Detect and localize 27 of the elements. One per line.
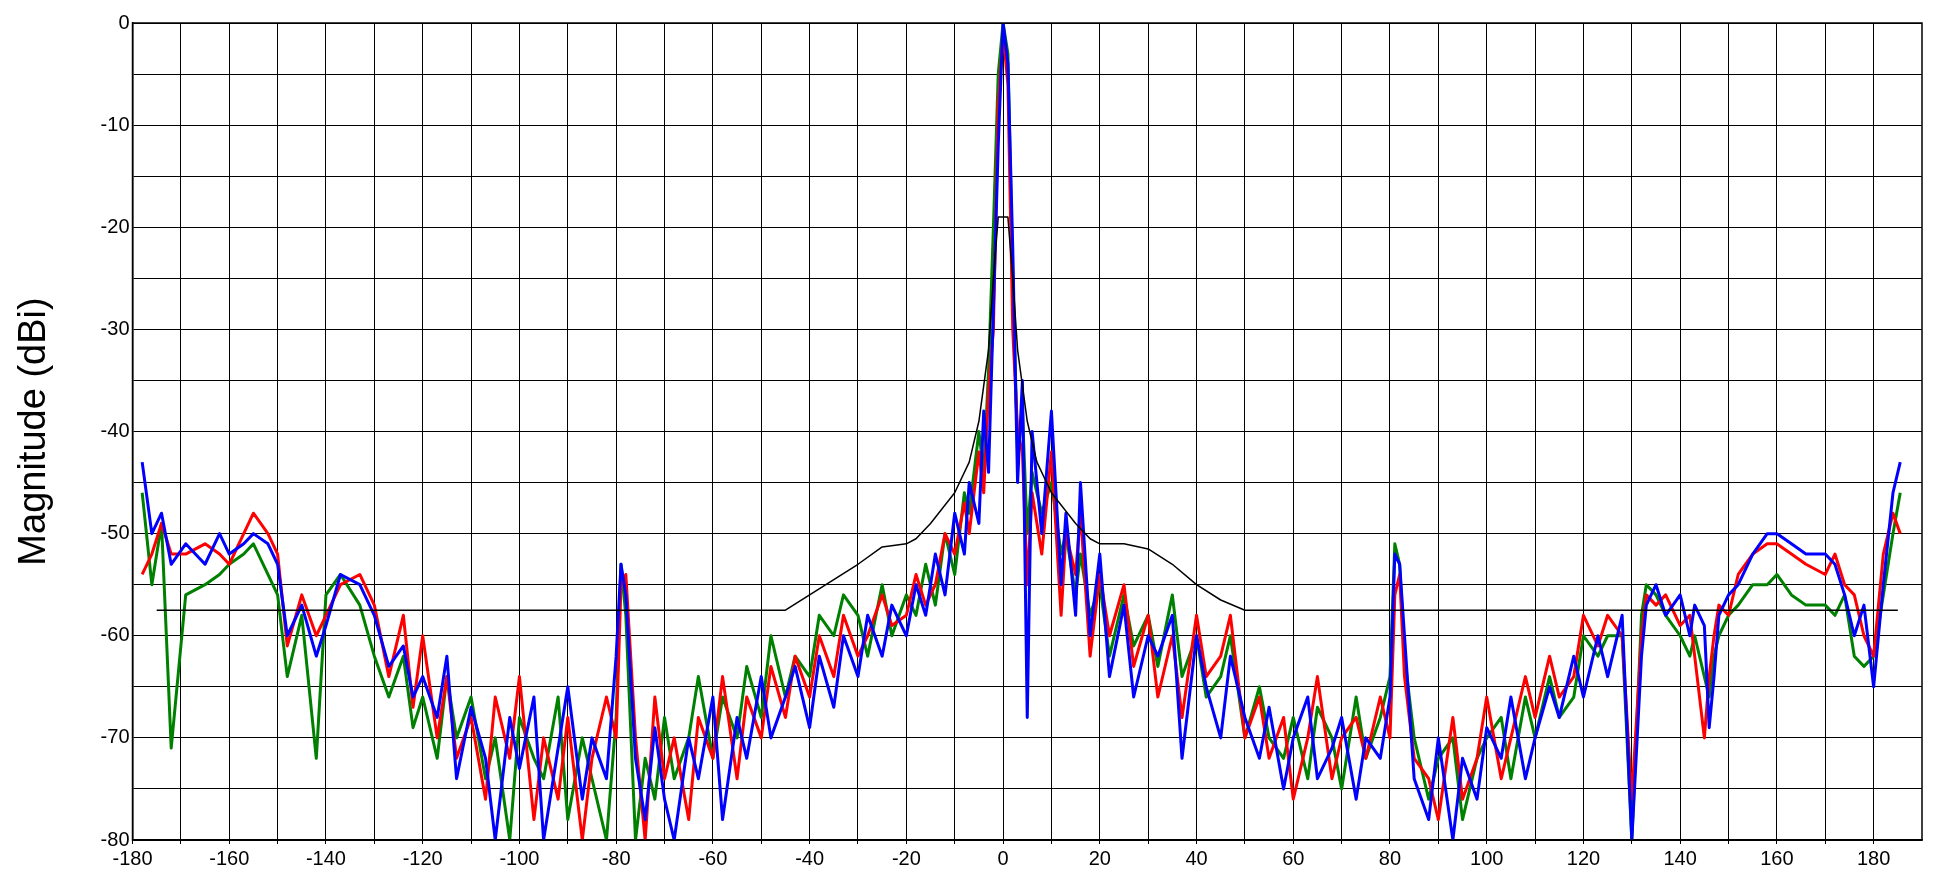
y-tick-label: -20 bbox=[100, 214, 130, 237]
y-tick-label: 0 bbox=[118, 10, 130, 33]
x-tick-label: 140 bbox=[1663, 846, 1697, 869]
x-tick-label: -60 bbox=[698, 846, 728, 869]
y-axis-title: Magnitude (dBi) bbox=[11, 297, 54, 566]
x-tick-label: 20 bbox=[1088, 846, 1111, 869]
x-tick-label: -80 bbox=[601, 846, 631, 869]
y-tick-label: -30 bbox=[100, 316, 130, 339]
x-tick-label: -40 bbox=[795, 846, 825, 869]
x-tick-label: 100 bbox=[1470, 846, 1504, 869]
x-tick-label: 60 bbox=[1282, 846, 1305, 869]
x-tick-label: -100 bbox=[499, 846, 540, 869]
x-tick-label: 80 bbox=[1378, 846, 1402, 869]
x-tick-label: -160 bbox=[209, 846, 250, 869]
x-tick-label: -140 bbox=[305, 846, 346, 869]
y-tick-label: -10 bbox=[100, 112, 130, 135]
y-tick-label: -50 bbox=[100, 521, 130, 544]
y-tick-label: -60 bbox=[100, 623, 130, 646]
x-tick-label: 120 bbox=[1566, 846, 1601, 869]
x-tick-label: -120 bbox=[402, 846, 443, 869]
y-tick-label: -70 bbox=[100, 725, 130, 748]
x-tick-label: 0 bbox=[997, 846, 1009, 869]
x-tick-label: 40 bbox=[1185, 846, 1208, 869]
y-tick-label: -40 bbox=[100, 419, 130, 442]
x-tick-label: 180 bbox=[1856, 846, 1891, 869]
x-tick-label: 160 bbox=[1760, 846, 1794, 869]
x-tick-label: -20 bbox=[891, 846, 921, 869]
